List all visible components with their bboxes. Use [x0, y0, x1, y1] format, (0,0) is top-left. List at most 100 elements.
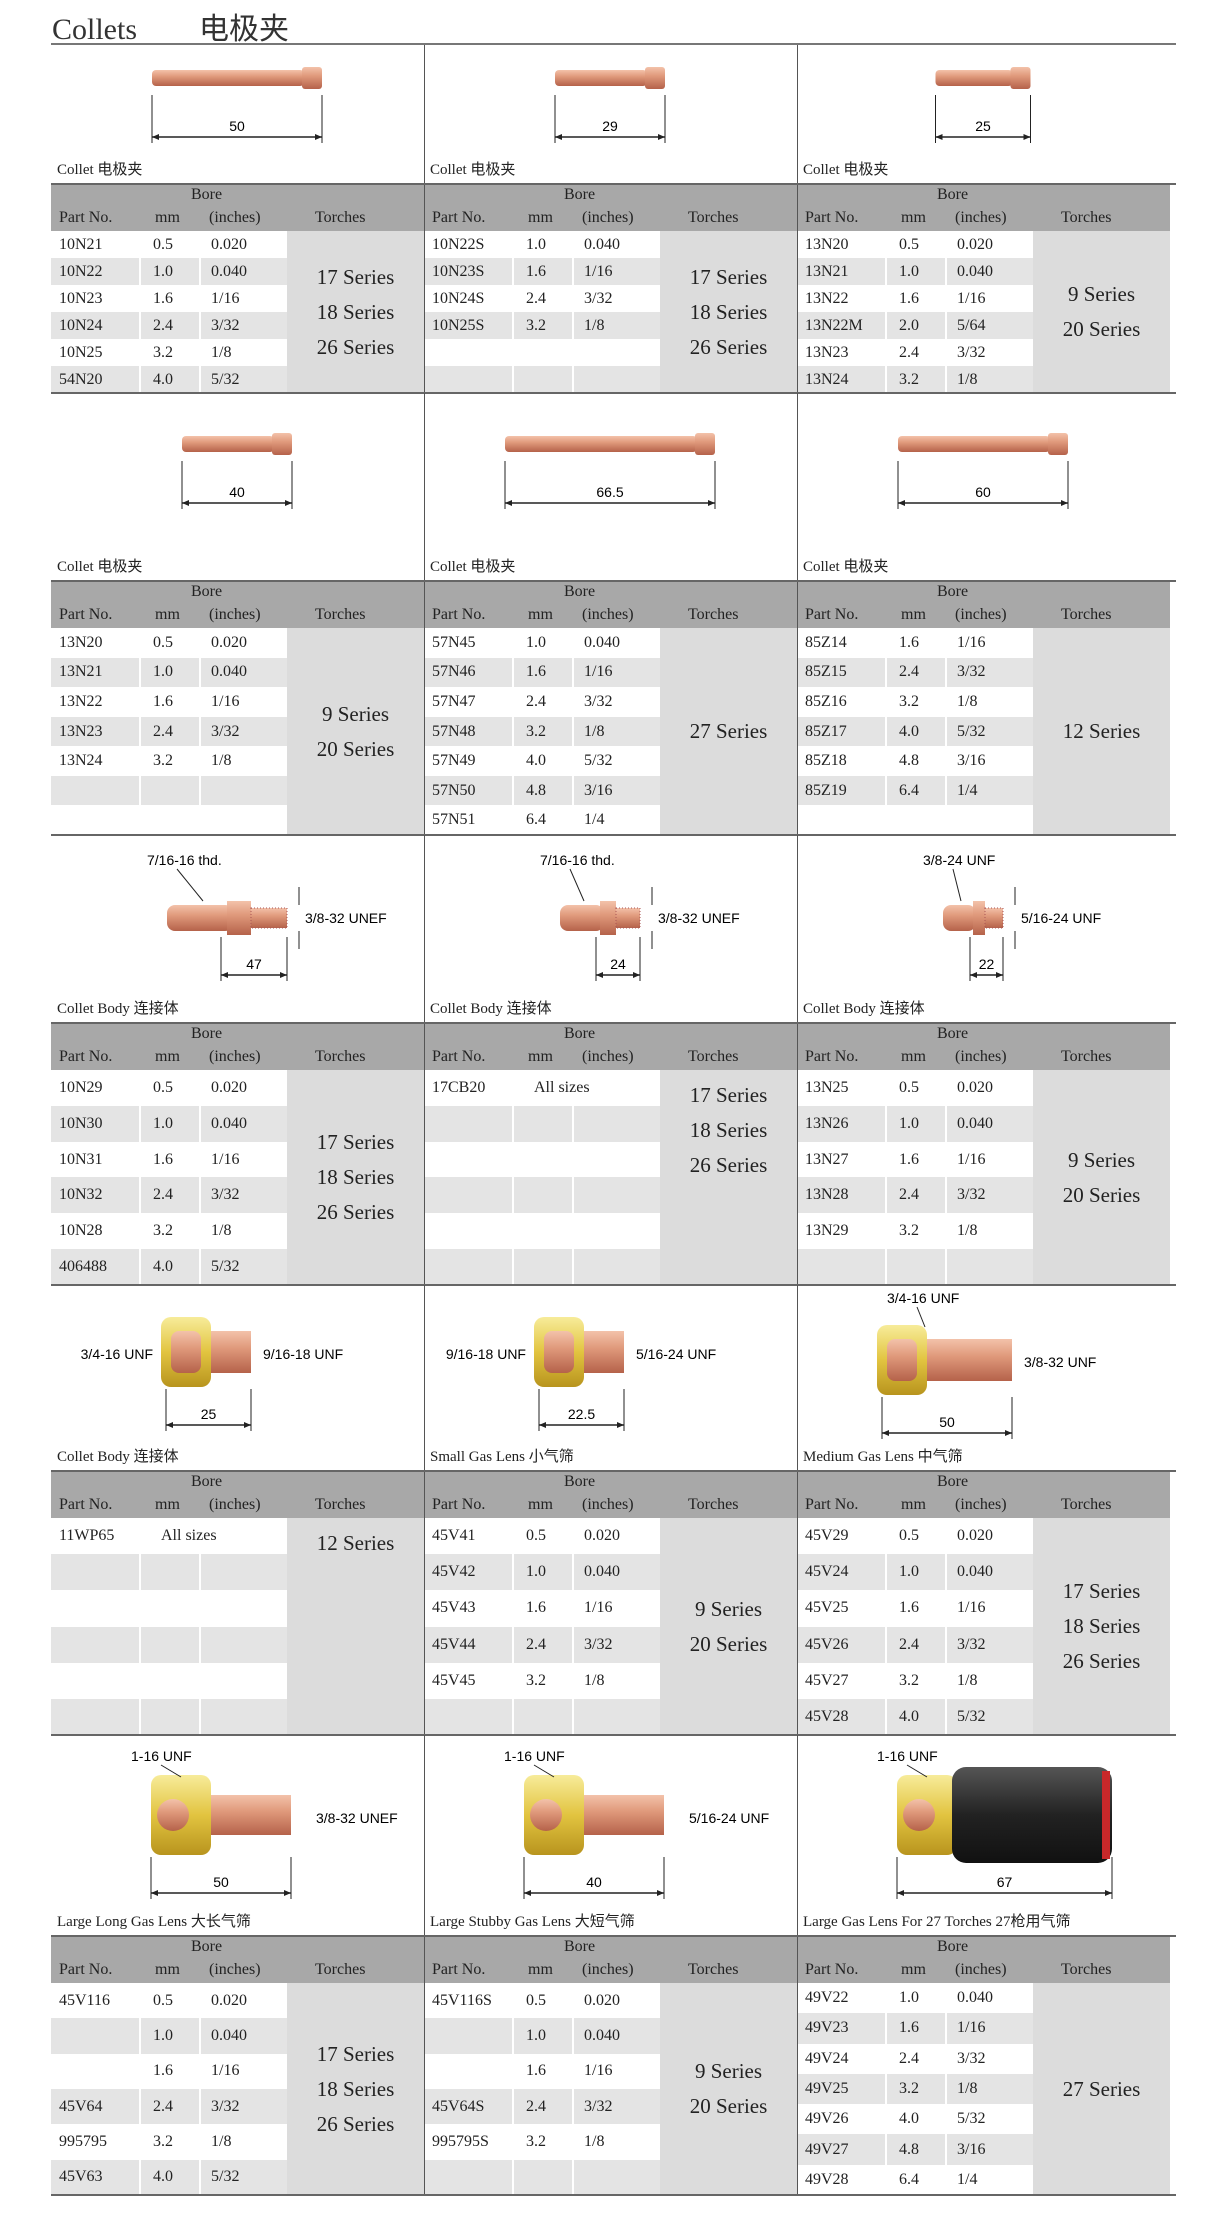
catalog-section: 7/16-16 thd. 3/8-32 UNEF 47 Collet Body 连接体…: [51, 835, 1176, 1286]
table-row: [51, 1626, 287, 1663]
table-row: 45V24 1.0 0.040: [797, 1554, 1033, 1591]
table-row: 45V25 1.6 1/16: [797, 1590, 1033, 1627]
cell-part-no: 49V23: [797, 2013, 887, 2044]
cell-part-no: [51, 1698, 141, 1736]
spec-table: Part No. Bore mm (inches) Torches 10N21 0.5 0.0…: [51, 183, 424, 393]
product-illustration: 3/8-24 UNF 5/16-24 UNF 22: [923, 852, 1101, 981]
cell-part-no: 45V28: [797, 1698, 887, 1736]
table-row: 13N29 3.2 1/8: [797, 1213, 1033, 1250]
cell-bore-inches: 3/32: [211, 1186, 240, 1204]
gas-lens-screen: [530, 1799, 562, 1831]
torch-series: 9 Series: [694, 1596, 763, 1621]
cell-bore-mm: [514, 1141, 574, 1178]
cell-part-no: 57N45: [424, 628, 514, 658]
torch-series: 26 Series: [689, 1153, 768, 1177]
cell-bore-inches: 1/16: [211, 289, 240, 307]
header-torches-label: Torches: [1061, 1496, 1112, 1513]
cell-part-no: 10N23: [51, 285, 141, 312]
torch-series: 12 Series: [316, 1531, 395, 1555]
cell-bore-mm: 3.2: [514, 312, 574, 339]
header-part-no-label: Part No.: [59, 1961, 113, 1978]
cell-bore-inches: 0.040: [957, 1114, 993, 1132]
table-row: 49V25 3.2 1/8: [797, 2073, 1033, 2105]
cell-bore-inches: 5/32: [957, 1707, 986, 1725]
torch-series: 18 Series: [316, 299, 395, 324]
header-torches-label: Torches: [688, 606, 739, 623]
table-body: 13N20 0.5 0.020 13N21 1.0 0.040 13N22 1.6 1/16 13…: [51, 628, 424, 836]
torch-series: 26 Series: [316, 334, 395, 359]
cell-bore-inches: [201, 776, 287, 806]
dimension-length: 47: [246, 956, 262, 972]
dimension-length: 29: [602, 118, 618, 134]
table-row: 13N24 3.2 1/8: [797, 366, 1033, 393]
cell-bore-inches: [574, 1106, 660, 1142]
dimension-length: 25: [201, 1406, 217, 1422]
header-inches: (inches): [209, 606, 261, 623]
cell-part-no: 57N49: [424, 746, 514, 776]
spec-table: Part No. Bore mm (inches) Torches 49V22 1.0 0.0…: [797, 1935, 1170, 2195]
cell-part-no: 10N21: [51, 231, 141, 258]
header-torches-label: Torches: [688, 209, 739, 226]
table-row: 49V24 2.4 3/32: [797, 2043, 1033, 2074]
section-top-rule: [51, 1022, 1176, 1024]
table-row: 85Z16 3.2 1/8: [797, 687, 1033, 717]
header-inches: (inches): [582, 1961, 634, 1978]
cup-red-ring: [1102, 1771, 1110, 1859]
header-bore-label: Bore: [191, 186, 223, 203]
table-row: 10N24S 2.4 3/32: [424, 285, 660, 312]
header-part-no-label: Part No.: [805, 1961, 859, 1978]
cell-part-no: 57N48: [424, 716, 514, 747]
cell-bore-inches: [201, 805, 287, 835]
header-bore: Bore mm (inches): [514, 1470, 660, 1518]
cell-part-no: 13N26: [797, 1105, 887, 1142]
table-row: 10N29 0.5 0.020: [51, 1070, 287, 1106]
cell-bore-mm: [141, 805, 201, 836]
cell-bore-inches: 5/32: [211, 370, 240, 388]
product-caption: Collet 电极夹: [430, 559, 516, 575]
torch-series: 18 Series: [689, 1118, 768, 1142]
cell-bore-mm: 1.6: [514, 2053, 574, 2089]
cell-bore-inches: 0.020: [584, 1527, 620, 1545]
table-rows: 10N21 0.5 0.020 10N22 1.0 0.040 10N23 1.6 1/16 10…: [51, 231, 287, 393]
product-illustration: 66.5: [504, 433, 716, 509]
cell-bore-mm: [141, 1554, 201, 1591]
leader-line: [176, 868, 204, 902]
table-rows: 13N20 0.5 0.020 13N21 1.0 0.040 13N22 1.6 1/16 13…: [797, 231, 1033, 393]
cell-part-no: [424, 1177, 514, 1214]
collet-tube: [152, 70, 304, 86]
header-part-no-label: Part No.: [59, 1048, 113, 1065]
torch-series: 20 Series: [1062, 317, 1141, 341]
header-part-no: Part No.: [797, 183, 887, 231]
product-figure: 3/4-16 UNF 9/16-18 UNF 25 Collet Body 连接体: [51, 1285, 424, 1470]
cell-part-no: [51, 805, 141, 836]
section-bottom-rule: [51, 392, 1176, 394]
table-rows: 57N45 1.0 0.040 57N46 1.6 1/16 57N47 2.4 3/32 57N…: [424, 628, 660, 836]
top-thread-label: 1-16 UNF: [131, 1748, 192, 1764]
header-mm: mm: [901, 1496, 926, 1513]
header-bore-label: Bore: [937, 583, 969, 600]
cell-bore-mm: 4.0: [141, 366, 201, 393]
header-part-no: Part No.: [424, 580, 514, 628]
table-row: [424, 366, 660, 393]
table-row: 49V27 4.8 3/16: [797, 2134, 1033, 2165]
cell-bore-inches: [574, 366, 660, 393]
cell-bore-mm: 2.4: [141, 312, 201, 339]
cell-part-no: 57N50: [424, 775, 514, 806]
product-illustration: 3/4-16 UNF 3/8-32 UNF 50: [877, 1290, 1096, 1439]
cell-part-no: 10N30: [51, 1105, 141, 1142]
cell-part-no: 995795S: [424, 2124, 514, 2160]
body-thread: [250, 907, 288, 929]
torch-series: 9 Series: [694, 2059, 763, 2083]
gas-lens-body: [211, 1795, 291, 1835]
table-row: 10N23S 1.6 1/16: [424, 258, 660, 285]
table-row: 54N20 4.0 5/32: [51, 366, 287, 393]
product-figure: 3/4-16 UNF 3/8-32 UNF 50 Medium Gas Lens 中气…: [797, 1285, 1170, 1470]
cell-bore-mm: 3.2: [887, 1662, 947, 1699]
cell-bore-mm: [141, 1698, 201, 1736]
cell-bore-mm: 4.8: [887, 2134, 947, 2165]
cell-part-no: 45V43: [424, 1590, 514, 1627]
collet-flange: [1010, 67, 1031, 89]
cell-torches: 12 Series: [287, 1518, 424, 1735]
table-row: 10N32 2.4 3/32: [51, 1177, 287, 1214]
table-row: 13N22M 2.0 5/64: [797, 312, 1033, 339]
